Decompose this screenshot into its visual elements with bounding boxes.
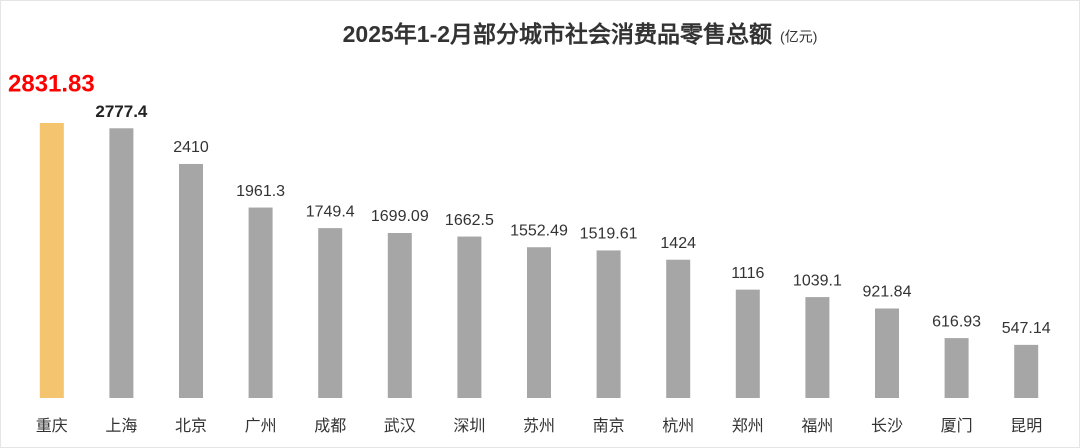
bar	[39, 123, 64, 398]
bar	[318, 228, 343, 398]
x-tick-label: 武汉	[384, 417, 416, 435]
bar	[666, 259, 691, 398]
value-label: 1749.4	[306, 203, 355, 220]
value-label: 1961.3	[236, 183, 285, 200]
value-label: 921.84	[863, 284, 912, 301]
bar	[387, 233, 412, 398]
bar	[805, 297, 830, 398]
x-tick-label: 厦门	[941, 417, 973, 435]
x-tick-label: 苏州	[523, 417, 555, 435]
value-label: 2410	[173, 139, 209, 156]
bar	[875, 308, 899, 398]
x-tick-label: 深圳	[453, 417, 485, 435]
value-label: 2831.83	[8, 70, 95, 97]
bar	[179, 163, 203, 398]
value-label: 1039.1	[793, 272, 842, 289]
bar	[457, 236, 482, 398]
value-label: 1116	[731, 265, 764, 282]
x-tick-label: 郑州	[732, 417, 764, 435]
value-label: 1699.09	[371, 208, 429, 225]
x-tick-label: 南京	[593, 417, 625, 435]
bar	[1014, 344, 1039, 398]
value-label: 1424	[660, 235, 696, 252]
value-label: 547.14	[1002, 320, 1051, 337]
x-tick-label: 杭州	[662, 417, 694, 435]
value-label: 1662.5	[445, 212, 494, 229]
x-tick-label: 昆明	[1010, 418, 1042, 435]
bar	[527, 247, 551, 398]
bar	[248, 207, 273, 398]
chart-title: 2025年1-2月部分城市社会消费品零售总额	[343, 21, 772, 47]
bar	[944, 338, 969, 398]
x-tick-label: 北京	[175, 417, 207, 435]
x-tick-label: 广州	[245, 417, 277, 435]
bar	[596, 250, 621, 398]
value-label: 2777.4	[95, 102, 148, 121]
bar	[735, 289, 760, 398]
x-tick-label: 成都	[314, 417, 346, 435]
x-tick-label: 福州	[801, 417, 833, 435]
bar	[109, 128, 134, 399]
x-tick-label: 上海	[105, 417, 137, 435]
value-label: 1552.49	[510, 222, 568, 239]
chart-subtitle: (亿元)	[780, 29, 817, 45]
value-label: 1519.61	[580, 226, 638, 243]
x-tick-label: 重庆	[36, 417, 68, 435]
value-label: 616.93	[932, 313, 981, 330]
x-tick-label: 长沙	[871, 417, 903, 435]
